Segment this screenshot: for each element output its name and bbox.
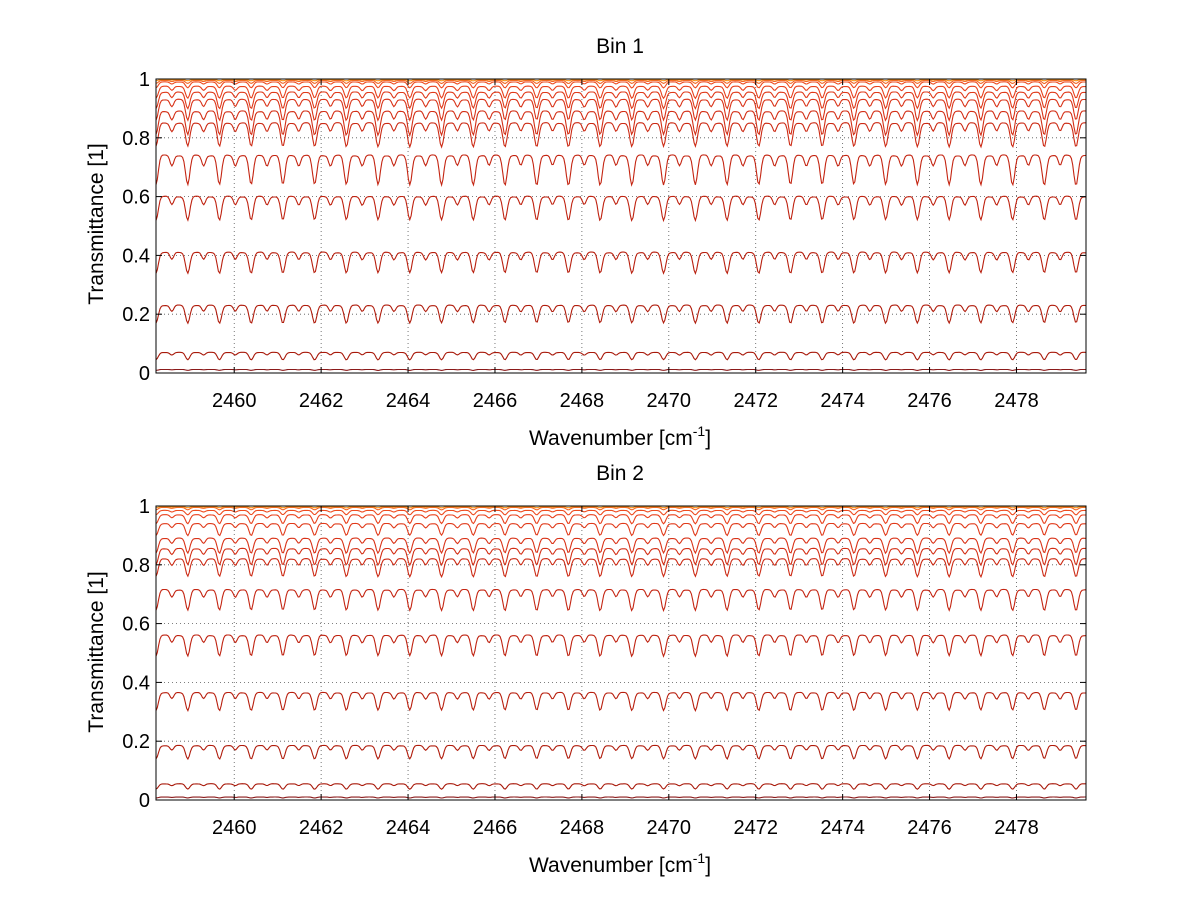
y-tick-label: 0.2: [122, 304, 150, 326]
series-line: [155, 122, 1086, 149]
series-line: [155, 588, 1086, 613]
y-tick-label: 0.4: [122, 672, 150, 694]
series-line: [155, 110, 1087, 138]
series-line: [155, 154, 1087, 188]
y-tick-labels: 0 0.2 0.4 0.6 0.8 1: [122, 69, 150, 385]
y-tick-label: 0.6: [122, 187, 150, 209]
y-tick-label: 0.2: [122, 731, 150, 753]
series-line: [155, 506, 1086, 511]
series-line: [155, 744, 1087, 761]
x-tick-label: 2468: [560, 817, 605, 839]
series-line: [155, 558, 1086, 579]
series-line: [155, 509, 1086, 516]
series-line: [155, 514, 1086, 525]
chart-panel-bin-2: Bin 2 2460 2462 2464 2466 2468 2470 2472 2474 24…: [85, 462, 1087, 877]
series-line: [155, 691, 1086, 712]
series-lines: [155, 79, 1087, 371]
series-line: [155, 251, 1087, 276]
series-line: [155, 351, 1087, 361]
series-line: [155, 537, 1087, 555]
chart-title: Bin 2: [596, 462, 644, 485]
axes-box: [155, 505, 1087, 801]
x-tick-label: 2460: [212, 390, 257, 412]
series-line: [155, 85, 1086, 100]
x-tick-label: 2476: [907, 817, 952, 839]
x-tick-label: 2460: [212, 817, 257, 839]
series-line: [155, 506, 1086, 509]
y-tick-label: 1: [139, 496, 150, 518]
series-line: [155, 634, 1086, 658]
series-line: [155, 79, 1086, 82]
chart-title: Bin 1: [596, 35, 644, 58]
y-tick-label: 0.6: [122, 614, 150, 636]
y-tick-label: 0.8: [122, 555, 150, 577]
x-tick-label: 2466: [473, 817, 518, 839]
x-tick-labels: 2460 2462 2464 2466 2468 2470 2472 2474 2476 2478: [212, 390, 1039, 412]
y-axis-label: Transmittance [1]: [85, 143, 108, 304]
x-tick-label: 2470: [647, 817, 692, 839]
series-line: [155, 368, 1086, 371]
series-line: [155, 91, 1087, 110]
x-axis-label: Wavenumber [cm-1]: [529, 423, 711, 450]
x-tick-label: 2468: [560, 390, 605, 412]
tick-marks: [156, 78, 1086, 374]
y-tick-label: 0.8: [122, 128, 150, 150]
y-axis-label: Transmittance [1]: [85, 571, 108, 732]
x-tick-label: 2466: [473, 390, 518, 412]
series-line: [155, 81, 1086, 89]
x-tick-label: 2464: [386, 390, 431, 412]
y-tick-label: 1: [139, 69, 150, 91]
series-line: [155, 522, 1086, 537]
x-tick-label: 2462: [299, 817, 344, 839]
series-line: [155, 98, 1087, 122]
x-tick-labels: 2460 2462 2464 2466 2468 2470 2472 2474 2476 2478: [212, 817, 1039, 839]
chart-panel-bin-1: Bin 1 2460 2462 2464 2466 2468 2470 2472 2474 24…: [85, 35, 1087, 450]
series-line: [155, 783, 1086, 790]
x-tick-label: 2476: [907, 390, 952, 412]
x-tick-label: 2478: [994, 390, 1039, 412]
series-line: [155, 796, 1086, 799]
y-tick-label: 0.4: [122, 245, 150, 267]
axes-box: [155, 78, 1087, 374]
series-lines: [155, 506, 1087, 799]
series-line: [155, 547, 1086, 567]
series-line: [155, 195, 1086, 223]
x-tick-label: 2472: [733, 817, 778, 839]
x-tick-label: 2474: [820, 817, 865, 839]
x-tick-label: 2478: [994, 817, 1039, 839]
series-line: [155, 304, 1087, 325]
y-tick-labels: 0 0.2 0.4 0.6 0.8 1: [122, 496, 150, 812]
x-tick-label: 2474: [820, 390, 865, 412]
y-tick-label: 0: [139, 363, 150, 385]
x-tick-label: 2464: [386, 817, 431, 839]
x-tick-label: 2470: [647, 390, 692, 412]
y-tick-label: 0: [139, 790, 150, 812]
x-tick-label: 2462: [299, 390, 344, 412]
x-tick-label: 2472: [733, 390, 778, 412]
series-line: [155, 79, 1086, 85]
tick-marks: [156, 505, 1086, 801]
x-axis-label: Wavenumber [cm-1]: [529, 850, 711, 877]
